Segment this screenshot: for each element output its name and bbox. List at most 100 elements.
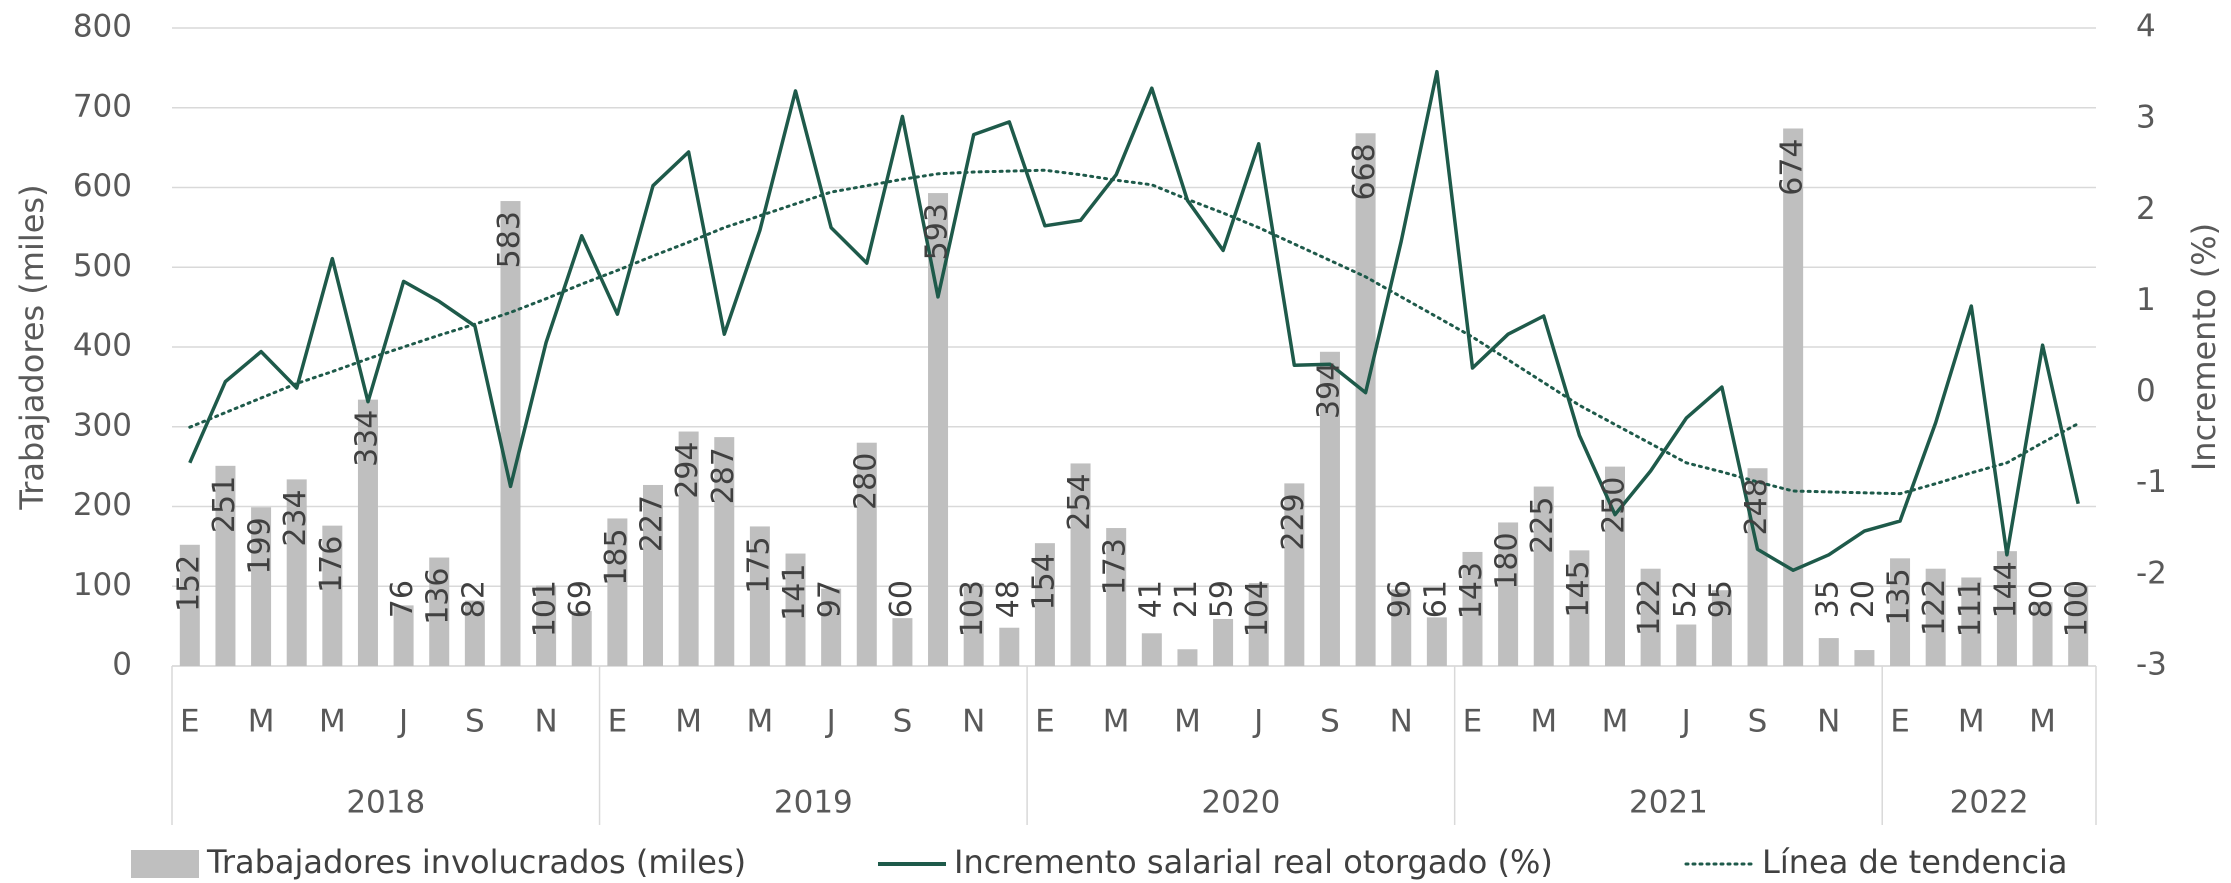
data-label: 95 — [1703, 580, 1738, 618]
data-label: 52 — [1668, 580, 1703, 618]
bar — [464, 600, 485, 666]
bar — [1640, 568, 1661, 666]
bar — [1605, 466, 1625, 666]
data-label: 668 — [1347, 143, 1382, 200]
data-label: 583 — [492, 211, 527, 268]
data-label: 104 — [1240, 580, 1275, 637]
bar — [607, 518, 628, 666]
bar — [963, 583, 984, 666]
data-label: 20 — [1846, 580, 1881, 618]
bar — [999, 627, 1020, 666]
bar — [1284, 483, 1305, 666]
data-label: 248 — [1739, 478, 1774, 535]
data-label: 185 — [599, 528, 634, 585]
data-label: 82 — [456, 580, 491, 618]
bar — [1961, 577, 1982, 666]
data-label: 76 — [385, 580, 420, 618]
bar — [1533, 486, 1554, 666]
data-label: 122 — [1632, 579, 1667, 636]
y2-tick-label: 2 — [2136, 191, 2156, 227]
bar — [1319, 351, 1340, 666]
data-label: 21 — [1169, 580, 1204, 618]
y2-tick-label: 4 — [2136, 9, 2156, 45]
data-label: 143 — [1454, 562, 1489, 619]
bar — [536, 585, 557, 666]
y-tick-label: 800 — [73, 9, 132, 45]
bar — [1177, 649, 1198, 666]
bar — [1711, 590, 1732, 666]
y2-tick-label: -3 — [2136, 647, 2167, 683]
bar — [179, 544, 200, 666]
bar — [1925, 568, 1946, 666]
y-tick-label: 700 — [73, 88, 132, 124]
y-tick-label: 200 — [73, 487, 132, 523]
data-label: 234 — [278, 489, 313, 546]
data-label: 60 — [884, 580, 919, 618]
bar — [251, 507, 272, 666]
data-label: 101 — [528, 580, 563, 637]
y-axis-title: Trabajadores (miles) — [13, 184, 51, 510]
x-tick-label: E — [1035, 704, 1055, 740]
data-label: 251 — [207, 476, 242, 533]
bar — [1213, 618, 1234, 666]
data-label: 141 — [777, 564, 812, 621]
bar — [1783, 128, 1804, 667]
x-tick-label: M — [675, 704, 702, 740]
data-label: 154 — [1026, 553, 1061, 610]
data-label: 145 — [1561, 560, 1596, 617]
bar — [215, 465, 236, 666]
trend-line — [188, 168, 2080, 496]
data-label: 229 — [1276, 493, 1311, 550]
bar — [1498, 522, 1519, 666]
bar — [2032, 602, 2053, 666]
x-tick-label: M — [1174, 704, 1201, 740]
legend-swatch — [131, 850, 199, 878]
data-label: 97 — [813, 580, 848, 618]
data-label: 334 — [349, 410, 384, 467]
data-label: 41 — [1133, 580, 1168, 618]
y2-tick-label: 0 — [2136, 373, 2156, 409]
bar — [892, 618, 913, 666]
data-label: 61 — [1418, 580, 1453, 618]
bar — [678, 431, 699, 666]
x-tick-label: E — [608, 704, 628, 740]
data-label: 280 — [848, 453, 883, 510]
group-label: 2020 — [1201, 785, 1280, 821]
bar — [856, 442, 877, 666]
bar — [785, 553, 806, 666]
bar — [1070, 463, 1091, 666]
bar — [1818, 638, 1839, 666]
data-label: 103 — [955, 580, 990, 637]
bar — [571, 610, 592, 666]
bar — [749, 526, 770, 666]
data-label: 100 — [2060, 580, 2095, 637]
bar — [643, 484, 663, 666]
y-tick-label: 100 — [73, 567, 132, 603]
group-label: 2019 — [774, 785, 853, 821]
bar — [500, 201, 521, 666]
group-label: 2018 — [346, 785, 425, 821]
data-label: 144 — [1988, 561, 2023, 618]
data-label: 254 — [1062, 473, 1097, 530]
data-label: 48 — [991, 580, 1026, 618]
data-label: 199 — [243, 517, 278, 574]
data-label: 394 — [1311, 362, 1346, 419]
x-tick-label: J — [1680, 704, 1691, 740]
bar — [357, 399, 378, 666]
data-label: 69 — [563, 580, 598, 618]
bar — [1996, 551, 2017, 666]
bar — [1569, 550, 1590, 666]
x-tick-label: M — [1958, 704, 1985, 740]
x-tick-label: J — [397, 704, 408, 740]
bar — [393, 605, 414, 666]
data-label: 175 — [741, 536, 776, 593]
x-tick-label: E — [1890, 704, 1910, 740]
bar — [1854, 650, 1875, 666]
bar — [429, 557, 450, 666]
x-tick-label: S — [465, 704, 485, 740]
x-tick-label: J — [825, 704, 836, 740]
y2-tick-label: -2 — [2136, 555, 2167, 591]
bar — [1106, 528, 1127, 666]
y-tick-label: 500 — [73, 248, 132, 284]
bar — [1426, 617, 1447, 666]
